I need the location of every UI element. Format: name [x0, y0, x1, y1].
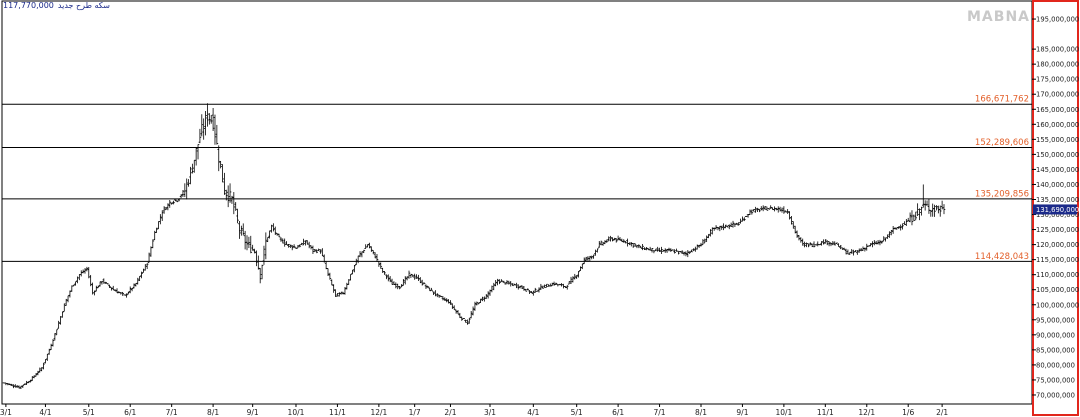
- y-tick-label: 135,000,000: [1036, 196, 1079, 204]
- x-tick-label: 3/1: [0, 408, 12, 417]
- x-tick-label: 12/1: [370, 408, 387, 417]
- level-label: 166,671,762: [975, 95, 1029, 105]
- y-tick-label: 100,000,000: [1036, 301, 1079, 309]
- x-tick-label: 10/1: [775, 408, 792, 417]
- x-tick-label: 4/1: [527, 408, 539, 417]
- y-tick-label: 180,000,000: [1036, 61, 1079, 69]
- y-tick-label: 80,000,000: [1036, 361, 1075, 369]
- x-tick-label: 12/1: [858, 408, 875, 417]
- last-price-badge: [1033, 204, 1077, 215]
- instrument-name: سکه طرح جدید: [57, 1, 110, 10]
- x-tick-label: 9/1: [736, 408, 748, 417]
- x-tick-label: 11/1: [329, 408, 346, 417]
- level-label: 114,428,043: [975, 252, 1029, 262]
- y-tick-label: 155,000,000: [1036, 136, 1079, 144]
- y-tick-label: 195,000,000: [1036, 16, 1079, 24]
- x-tick-label: 6/1: [124, 408, 136, 417]
- level-label: 152,289,606: [975, 138, 1029, 148]
- x-tick-label: 8/1: [207, 408, 219, 417]
- y-tick-label: 185,000,000: [1036, 46, 1079, 54]
- x-tick-label: 1/7: [409, 408, 421, 417]
- y-tick-label: 175,000,000: [1036, 76, 1079, 84]
- y-tick-label: 70,000,000: [1036, 391, 1075, 399]
- y-tick-label: 115,000,000: [1036, 256, 1079, 264]
- level-label: 135,209,856: [975, 189, 1029, 199]
- y-tick-label: 85,000,000: [1036, 346, 1075, 354]
- x-tick-label: 2/1: [444, 408, 456, 417]
- header-value: 117,770,000: [3, 1, 54, 10]
- y-tick-label: 145,000,000: [1036, 166, 1079, 174]
- y-tick-label: 160,000,000: [1036, 121, 1079, 129]
- y-tick-label: 140,000,000: [1036, 181, 1079, 189]
- y-tick-label: 95,000,000: [1036, 316, 1075, 324]
- x-tick-label: 7/1: [166, 408, 178, 417]
- watermark-logo: MABNA: [967, 9, 1030, 25]
- x-tick-label: 7/1: [654, 408, 666, 417]
- y-tick-label: 90,000,000: [1036, 331, 1075, 339]
- plot-border: [1, 0, 1033, 405]
- x-tick-label: 1/6: [902, 408, 914, 417]
- x-tick-label: 9/1: [247, 408, 259, 417]
- x-tick-label: 11/1: [817, 408, 834, 417]
- y-tick-label: 105,000,000: [1036, 286, 1079, 294]
- x-tick-label: 10/1: [288, 408, 305, 417]
- y-tick-label: 120,000,000: [1036, 241, 1079, 249]
- y-tick-label: 75,000,000: [1036, 376, 1075, 384]
- x-tick-label: 4/1: [39, 408, 51, 417]
- y-tick-label: 110,000,000: [1036, 271, 1079, 279]
- x-tick-label: 5/1: [83, 408, 95, 417]
- x-tick-label: 6/1: [612, 408, 624, 417]
- x-tick-label: 2/1: [936, 408, 948, 417]
- candles: [2, 103, 946, 389]
- y-tick-label: 150,000,000: [1036, 151, 1079, 159]
- y-tick-label: 130,000,000: [1036, 211, 1079, 219]
- y-tick-label: 125,000,000: [1036, 226, 1079, 234]
- y-tick-label: 170,000,000: [1036, 91, 1079, 99]
- x-tick-label: 5/1: [571, 408, 583, 417]
- y-tick-label: 165,000,000: [1036, 106, 1079, 114]
- instrument-header: 117,770,000 سکه طرح جدید: [3, 1, 114, 10]
- x-tick-label: 3/1: [484, 408, 496, 417]
- last-price-label: 131,690,000: [1036, 206, 1079, 214]
- x-tick-label: 8/1: [695, 408, 707, 417]
